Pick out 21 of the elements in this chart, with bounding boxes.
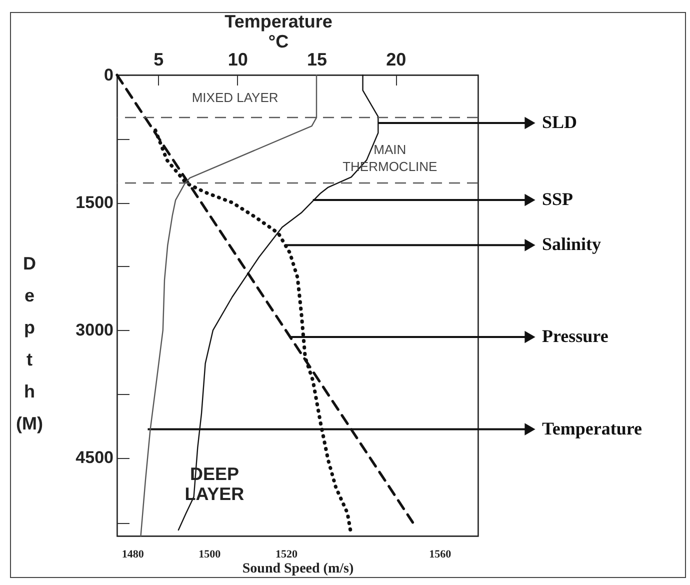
annotation: Temperature (542, 418, 642, 438)
annotation: SSP (542, 189, 574, 210)
x2-axis-title: Temperature °C (224, 12, 332, 52)
annotation: Pressure (542, 326, 608, 346)
y-tick-label: 4500 (76, 448, 114, 468)
x-tick-label: 1520 (275, 548, 298, 560)
x2-tick-label: 20 (386, 50, 406, 70)
annotation: SLD (542, 112, 578, 132)
x2-tick-label: 10 (228, 50, 248, 70)
y-axis-title: Depth (M) (16, 254, 43, 434)
x-axis-title: Sound Speed (m/s) (242, 562, 354, 576)
y-tick-label: 3000 (76, 320, 114, 340)
x-tick-label: 1500 (198, 548, 222, 560)
annotation: MIXED LAYER (192, 90, 278, 106)
x2-tick-label: 5 (154, 50, 164, 70)
y-tick-label: 0 (104, 66, 114, 84)
x-tick-label: 1480 (122, 548, 144, 560)
y-tick-label: 1500 (76, 193, 114, 212)
x2-tick-label: 15 (306, 50, 328, 70)
annotation: Salinity (542, 234, 602, 254)
x-tick-label: 1560 (429, 548, 452, 560)
